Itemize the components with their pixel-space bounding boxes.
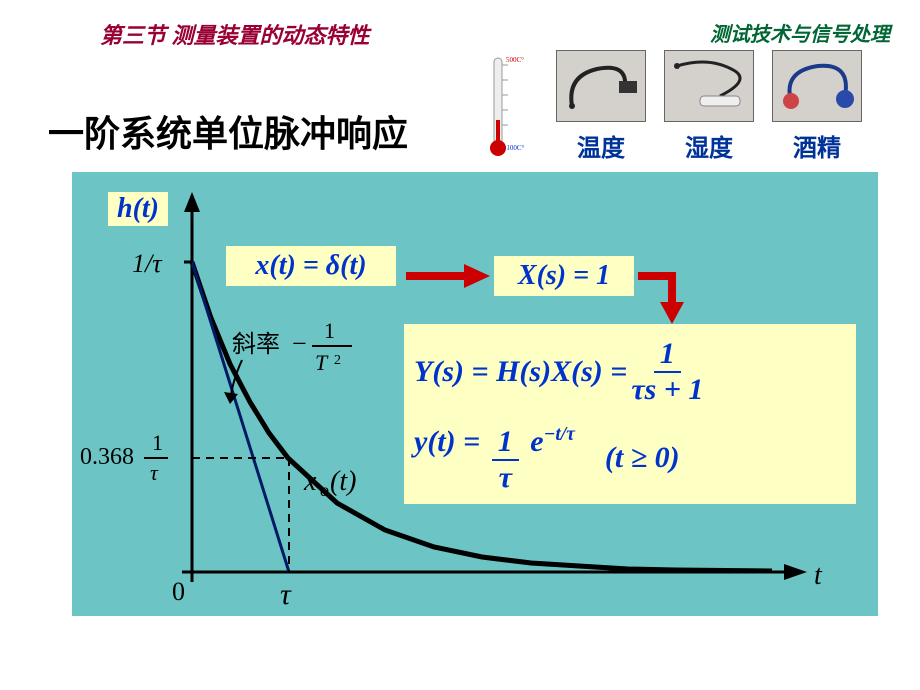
page-title: 一阶系统单位脉冲响应 [48, 105, 408, 157]
svg-text:τ: τ [150, 460, 159, 485]
equation-block: Y(s) = H(s)X(s) = 1 τs + 1 y(t) = 1 τ e−… [404, 324, 856, 504]
course-title: 测试技术与信号处理 [710, 18, 890, 47]
section-title: 第三节 测量装置的动态特性 [100, 18, 370, 50]
sensor-temperature: 温度 [556, 50, 646, 163]
yt-num: 1 [492, 427, 519, 461]
ht-text: h(t) [117, 193, 159, 225]
chart-panel: 1/τ 0.368 1 τ 0 τ t 斜率 − 1 T 2 x o (t) h… [72, 172, 878, 616]
thermo-top-label: 500C° [506, 56, 524, 64]
svg-text:1: 1 [324, 318, 335, 343]
svg-text:T: T [315, 350, 329, 375]
sensor-humidity-image [664, 50, 754, 122]
axis-label-ht: h(t) [108, 192, 168, 226]
xs-left: X(s) [518, 260, 566, 292]
svg-text:1/τ: 1/τ [132, 249, 163, 278]
xs-right: = 1 [573, 260, 610, 292]
thermometer-icon: 500C° -100C° [476, 50, 526, 170]
svg-text:τ: τ [280, 578, 292, 611]
ys-lhs: Y(s) = H(s)X(s) = [414, 355, 627, 389]
equation-ys: Y(s) = H(s)X(s) = 1 τs + 1 [414, 332, 846, 412]
svg-text:(t): (t) [330, 466, 356, 497]
sensor-alcohol-label: 酒精 [793, 128, 841, 163]
equation-xt: x(t) = δ(t) [226, 246, 396, 286]
yt-cond: (t ≥ 0) [605, 441, 680, 475]
arrow-xs-to-ys [632, 258, 692, 328]
svg-text:x: x [303, 466, 317, 497]
sensor-humidity-label: 湿度 [685, 128, 733, 163]
yt-frac: 1 τ [492, 427, 519, 493]
ys-num: 1 [654, 339, 681, 373]
yt-exp: e [530, 425, 543, 458]
svg-text:2: 2 [334, 353, 341, 368]
yt-sup: −t/τ [544, 424, 575, 445]
svg-text:0: 0 [172, 577, 185, 606]
yt-den: τ [499, 461, 512, 493]
xt-right: = δ(t) [303, 250, 367, 282]
svg-text:斜率: 斜率 [232, 331, 280, 358]
svg-text:t: t [814, 560, 823, 591]
xt-left: x(t) [255, 250, 295, 282]
sensor-row: 温度 湿度 酒精 [556, 50, 862, 163]
sensor-humidity: 湿度 [664, 50, 754, 163]
ys-frac: 1 τs + 1 [631, 339, 703, 405]
yt-lhs: y(t) = [414, 425, 480, 458]
svg-text:−: − [292, 329, 307, 358]
sensor-temperature-image [556, 50, 646, 122]
ys-den: τs + 1 [631, 373, 703, 405]
sensor-alcohol: 酒精 [772, 50, 862, 163]
equation-xs: X(s) = 1 [494, 256, 634, 296]
sensor-temperature-label: 温度 [577, 128, 625, 163]
svg-text:o: o [320, 480, 329, 500]
svg-text:1: 1 [152, 430, 163, 455]
equation-yt: y(t) = 1 τ e−t/τ (t ≥ 0) [414, 418, 846, 498]
thermo-bottom-label: -100C° [504, 144, 525, 152]
svg-text:0.368: 0.368 [80, 444, 134, 470]
arrow-xt-to-xs [400, 258, 492, 294]
sensor-alcohol-image [772, 50, 862, 122]
